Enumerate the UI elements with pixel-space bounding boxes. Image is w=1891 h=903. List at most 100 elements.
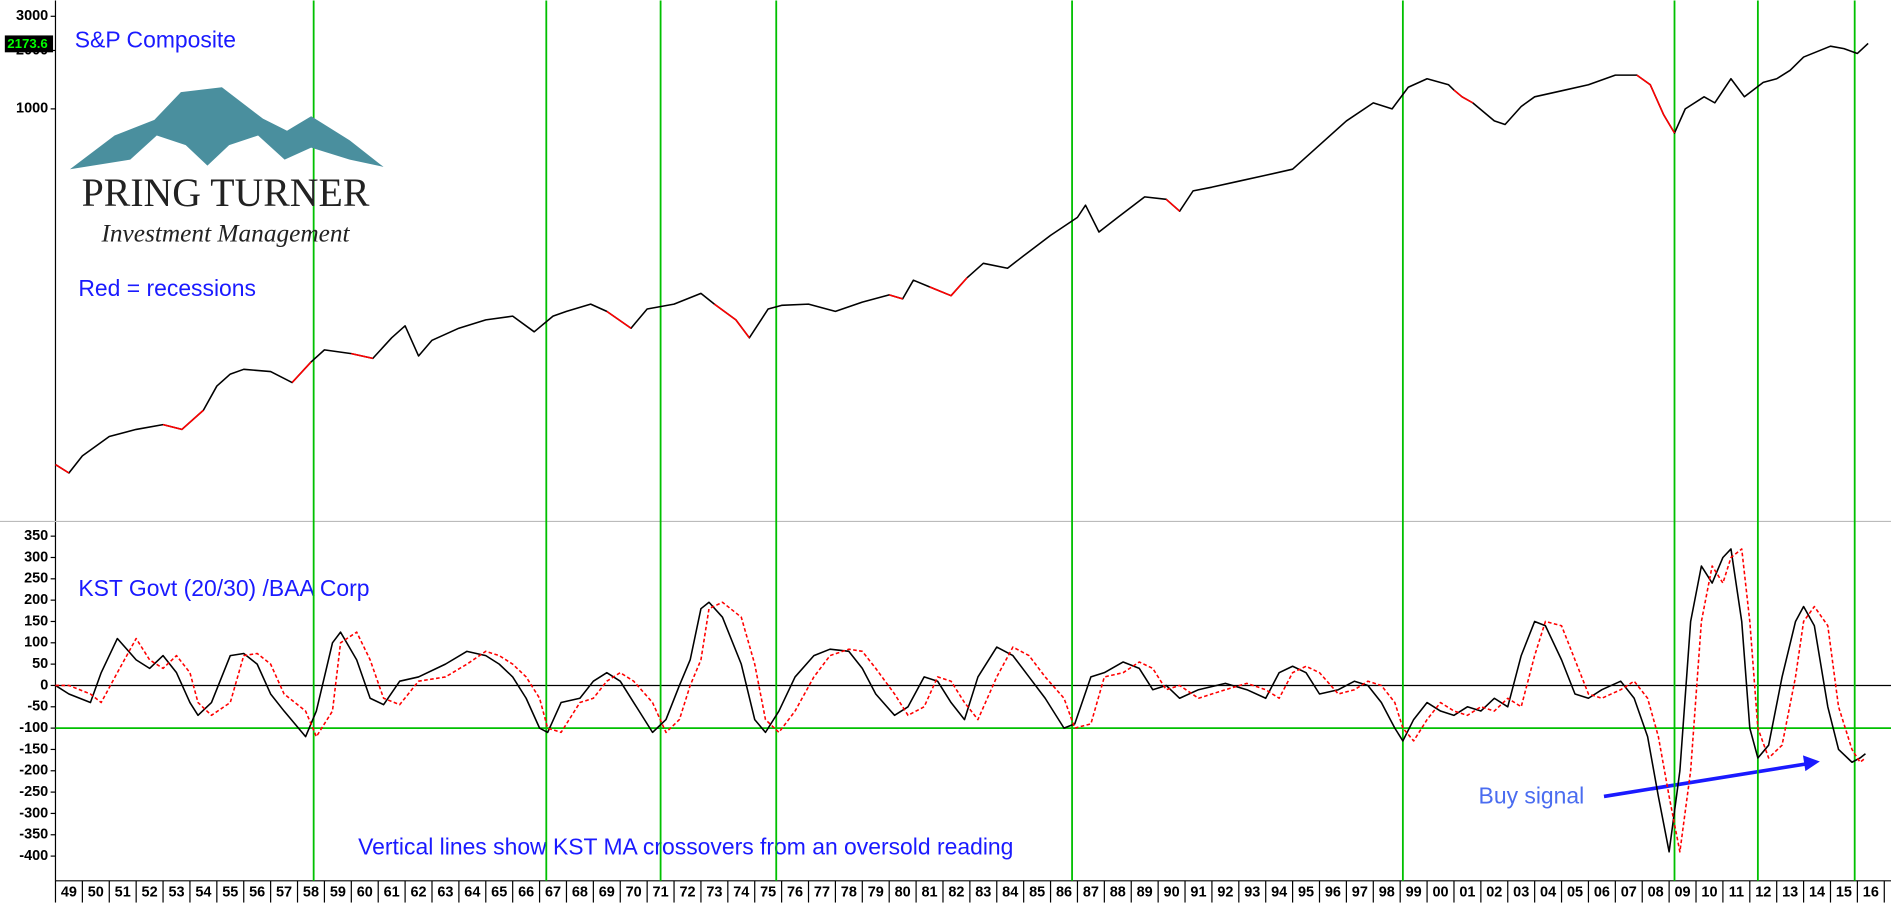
x-tick-label: 95	[1298, 885, 1314, 901]
x-tick-label: 92	[1217, 885, 1233, 901]
logo: PRING TURNER Investment Management	[69, 87, 384, 247]
x-tick-label: 03	[1513, 885, 1529, 901]
x-tick-label: 04	[1540, 885, 1556, 901]
x-tick-label: 97	[1352, 885, 1368, 901]
x-tick-label: 64	[464, 885, 480, 901]
x-tick-label: 49	[61, 885, 77, 901]
x-tick-label: 68	[572, 885, 588, 901]
y-tick-label: -200	[19, 763, 48, 779]
x-tick-label: 16	[1863, 885, 1879, 901]
x-tick-label: 65	[491, 885, 507, 901]
y-tick-label: 100	[24, 635, 48, 651]
x-tick-label: 98	[1379, 885, 1395, 901]
x-tick-label: 54	[195, 885, 211, 901]
x-tick-label: 71	[653, 885, 669, 901]
x-tick-label: 57	[276, 885, 292, 901]
y-tick-label: -150	[19, 741, 48, 757]
y-tick-label: 300	[24, 549, 48, 565]
x-tick-label: 58	[303, 885, 319, 901]
x-tick-label: 77	[814, 885, 830, 901]
x-tick-label: 91	[1190, 885, 1206, 901]
x-tick-label: 94	[1271, 885, 1287, 901]
x-tick-label: 99	[1406, 885, 1422, 901]
x-tick-label: 00	[1432, 885, 1448, 901]
x-tick-label: 13	[1782, 885, 1798, 901]
x-tick-label: 86	[1056, 885, 1072, 901]
x-tick-label: 66	[518, 885, 534, 901]
x-tick-label: 75	[760, 885, 776, 901]
x-tick-label: 61	[384, 885, 400, 901]
y-tick-label: 200	[24, 592, 48, 608]
x-tick-label: 79	[868, 885, 884, 901]
y-tick-label: 150	[24, 613, 48, 629]
x-tick-label: 93	[1244, 885, 1260, 901]
x-tick-label: 08	[1648, 885, 1664, 901]
arrow-shaft	[1603, 762, 1807, 799]
y-tick-label: -100	[19, 720, 48, 736]
x-tick-label: 06	[1594, 885, 1610, 901]
logo-mountains	[69, 87, 384, 170]
x-tick-label: 84	[1002, 885, 1018, 901]
x-tick-label: 55	[222, 885, 238, 901]
y-tick-label: 3000	[16, 8, 48, 24]
x-tick-label: 02	[1486, 885, 1502, 901]
x-tick-label: 80	[895, 885, 911, 901]
x-tick-label: 69	[599, 885, 615, 901]
x-tick-label: 76	[787, 885, 803, 901]
x-tick-label: 81	[921, 885, 937, 901]
x-tick-label: 05	[1567, 885, 1583, 901]
x-tick-label: 89	[1137, 885, 1153, 901]
x-tick-label: 88	[1110, 885, 1126, 901]
x-tick-label: 83	[975, 885, 991, 901]
arrow-head	[1802, 755, 1820, 772]
last-value-box	[4, 35, 54, 53]
x-tick-label: 52	[142, 885, 158, 901]
y-tick-label: 350	[24, 528, 48, 544]
series-label: S&P Composite	[75, 27, 236, 53]
x-tick-label: 90	[1164, 885, 1180, 901]
series-line	[55, 74, 1676, 474]
x-tick-label: 70	[626, 885, 642, 901]
x-tick-label: 14	[1809, 885, 1825, 901]
x-tick-label: 82	[948, 885, 964, 901]
x-tick-label: 73	[706, 885, 722, 901]
x-tick-label: 07	[1621, 885, 1637, 901]
x-tick-label: 12	[1755, 885, 1771, 901]
y-tick-label: -50	[27, 699, 48, 715]
x-tick-label: 63	[437, 885, 453, 901]
y-tick-label: 0	[40, 677, 48, 693]
y-tick-label: -250	[19, 784, 48, 800]
x-tick-label: 78	[841, 885, 857, 901]
series-line	[55, 548, 1866, 853]
y-tick-label: -350	[19, 827, 48, 843]
y-tick-label: 250	[24, 571, 48, 587]
y-tick-label: -400	[19, 848, 48, 864]
x-tick-label: 96	[1325, 885, 1341, 901]
logo-subtitle: Investment Management	[100, 219, 350, 247]
annotation: Vertical lines show KST MA crossovers fr…	[358, 833, 1013, 859]
buy-arrow	[1603, 755, 1820, 799]
logo-name: PRING TURNER	[82, 171, 370, 215]
x-tick-label: 10	[1701, 885, 1717, 901]
annotation: Red = recessions	[78, 275, 256, 301]
x-tick-label: 85	[1029, 885, 1045, 901]
x-tick-label: 51	[115, 885, 131, 901]
last-value-label: 2173.6	[7, 36, 48, 51]
series-label: KST Govt (20/30) /BAA Corp	[78, 575, 369, 601]
x-tick-label: 56	[249, 885, 265, 901]
x-tick-label: 72	[679, 885, 695, 901]
x-tick-label: 01	[1459, 885, 1475, 901]
x-tick-label: 62	[410, 885, 426, 901]
y-tick-label: -300	[19, 805, 48, 821]
y-tick-label: 1000	[16, 101, 48, 117]
y-tick-label: 50	[32, 656, 48, 672]
x-tick-label: 87	[1083, 885, 1099, 901]
x-tick-label: 74	[733, 885, 749, 901]
annotation: Buy signal	[1479, 783, 1585, 809]
x-tick-label: 53	[168, 885, 184, 901]
x-tick-label: 11	[1729, 885, 1744, 901]
x-tick-label: 50	[88, 885, 104, 901]
x-tick-label: 59	[330, 885, 346, 901]
